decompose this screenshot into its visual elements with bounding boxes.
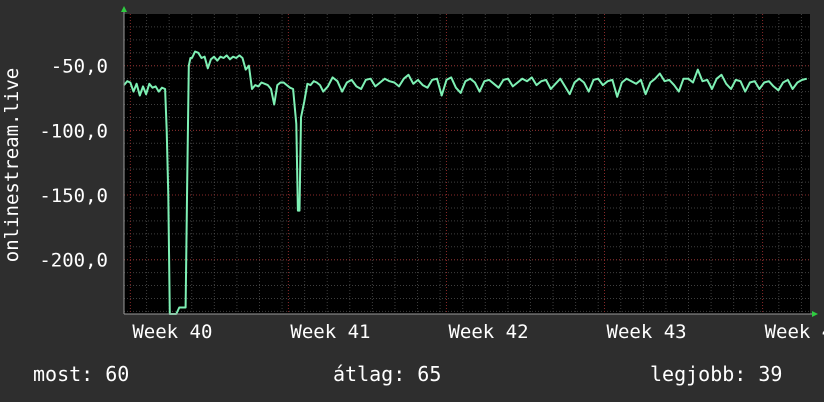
stat-current: most: 60 [33, 362, 130, 386]
y-tick-label: -50,0 [51, 56, 108, 78]
x-tick-label: Week 42 [448, 321, 528, 343]
grid-minor [123, 14, 810, 314]
x-tick-label: Week 40 [132, 321, 212, 343]
x-tick-labels: Week 40 Week 41 Week 42 Week 43 Week 4 [132, 321, 824, 343]
stat-average: átlag: 65 [333, 362, 442, 386]
x-tick-label: Week 4 [765, 321, 824, 343]
y-tick-label: -150,0 [39, 185, 108, 207]
y-tick-label: -200,0 [39, 250, 108, 272]
line-chart: -50,0-100,0-150,0-200,0 Week 40 Week 41 We… [1, 6, 824, 343]
x-tick-label: Week 41 [290, 321, 370, 343]
y-axis-label: onlinestream.live [1, 68, 23, 262]
x-tick-label: Week 43 [607, 321, 687, 343]
series-layer [123, 50, 808, 315]
series-line [123, 50, 808, 315]
stat-best: legjobb: 39 [650, 362, 783, 386]
plot-background [124, 14, 810, 314]
stats-bar: most: 60 átlag: 65 legjobb: 39 [0, 362, 824, 392]
grid-major [124, 14, 810, 314]
axes-layer [121, 6, 818, 317]
y-axis-arrow [121, 6, 127, 12]
x-axis-arrow [812, 311, 818, 317]
y-tick-labels: -50,0 -100,0 -150,0 -200,0 [39, 56, 108, 272]
y-tick-label: -100,0 [39, 120, 108, 142]
